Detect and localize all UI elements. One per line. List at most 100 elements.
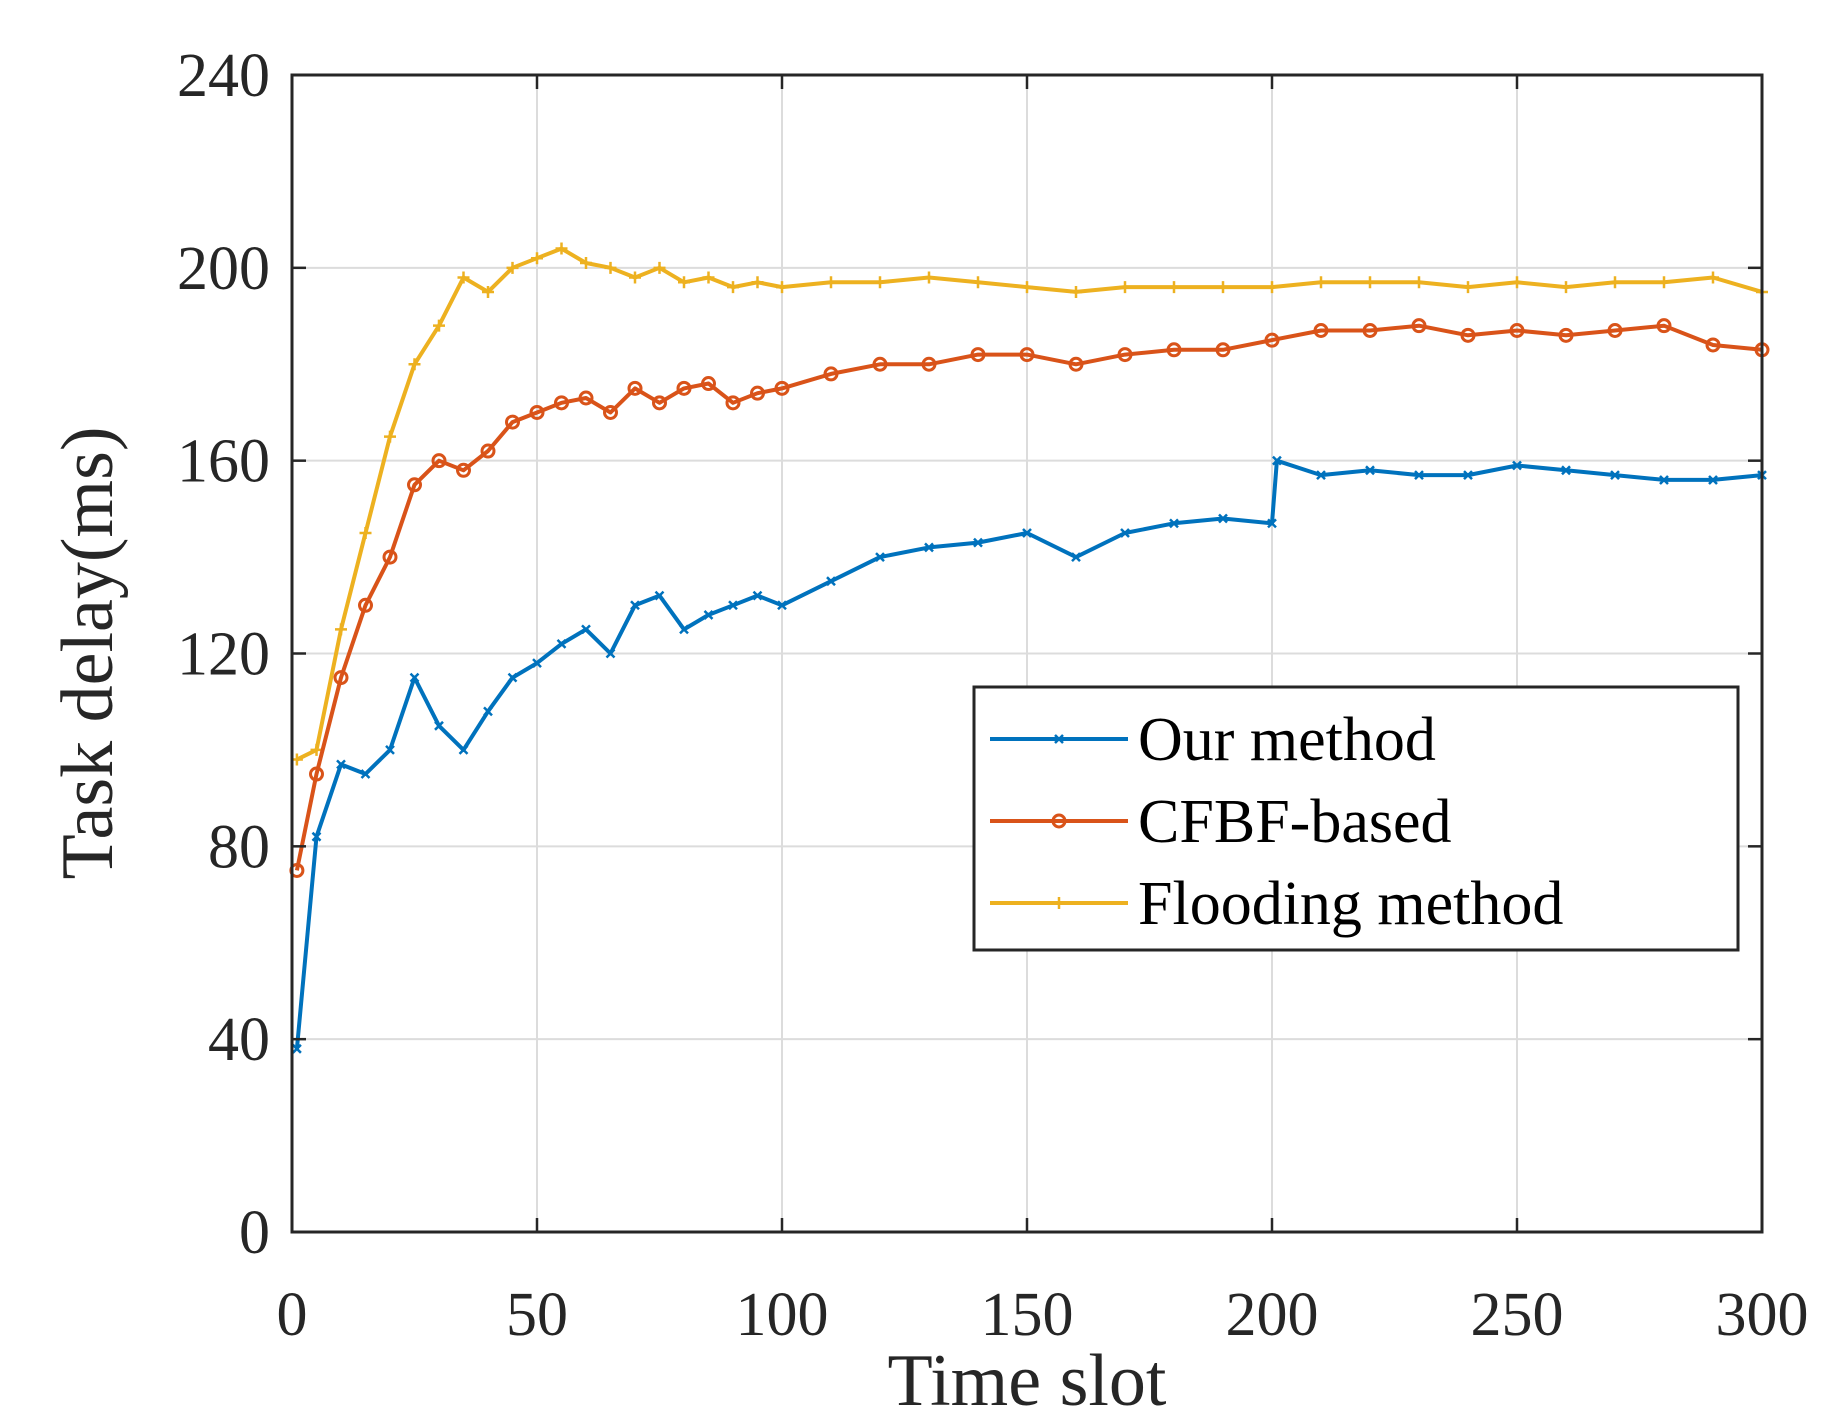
data-point [407, 477, 422, 493]
legend-marker [1051, 813, 1067, 829]
data-point [776, 281, 788, 294]
y-tick-label: 160 [177, 428, 270, 496]
data-point [1462, 281, 1474, 294]
x-tick-label: 250 [1471, 1281, 1564, 1349]
data-point [385, 745, 395, 755]
data-point [408, 358, 421, 371]
data-point [1168, 281, 1180, 294]
data-point [310, 743, 323, 756]
x-tick-label: 300 [1716, 1281, 1809, 1349]
data-point [531, 252, 543, 265]
legend: Our method CFBF-based Flooding method [972, 685, 1740, 952]
data-point [921, 356, 937, 372]
data-point [823, 366, 839, 382]
legend-entry: Flooding method [990, 870, 1563, 938]
data-point [1656, 318, 1672, 334]
data-point [507, 672, 518, 683]
y-tick-label: 240 [177, 42, 270, 110]
data-point [972, 276, 984, 289]
data-point [923, 271, 935, 284]
data-point [1021, 281, 1033, 294]
legend-label: Our method [1138, 706, 1436, 774]
data-point [360, 769, 371, 779]
data-point [825, 276, 837, 289]
data-point [678, 276, 690, 289]
data-point [1365, 465, 1375, 476]
data-point [702, 271, 715, 284]
data-point [1607, 323, 1623, 339]
data-point [1512, 460, 1522, 471]
data-point [1071, 552, 1081, 562]
data-point [727, 281, 739, 294]
data-point [1610, 470, 1620, 481]
y-tick-label: 80 [208, 813, 270, 881]
data-point [924, 542, 934, 553]
data-point [505, 414, 520, 430]
legend-marker [1054, 734, 1064, 744]
data-point [874, 276, 886, 289]
data-point [311, 831, 322, 842]
y-tick-label: 120 [177, 621, 270, 689]
data-point [1414, 470, 1424, 481]
data-point [1413, 276, 1425, 289]
data-point [604, 261, 617, 274]
data-point [1705, 337, 1721, 353]
data-point [630, 600, 640, 611]
data-point [1166, 342, 1182, 358]
data-point [1218, 513, 1228, 524]
data-point [482, 285, 494, 298]
data-point [458, 745, 469, 755]
data-point [336, 759, 346, 770]
data-point [970, 347, 986, 363]
axis-ticks: 0 50 100 150 200 250 300 0 40 80 120 160 200 240 [177, 42, 1809, 1349]
data-point [1267, 518, 1277, 529]
data-point [554, 395, 569, 411]
data-point [1272, 455, 1282, 466]
series-our-method [292, 455, 1767, 1054]
data-point [1708, 475, 1718, 485]
data-point [333, 670, 349, 686]
data-point [679, 624, 689, 635]
data-point [309, 766, 324, 782]
data-point [506, 261, 519, 274]
data-point [1460, 327, 1476, 343]
data-point [654, 590, 665, 601]
data-point [1658, 276, 1670, 289]
data-point [603, 404, 618, 420]
series-lines [289, 242, 1770, 1054]
legend-entry: Our method [990, 706, 1436, 774]
data-point [751, 276, 764, 289]
data-point [384, 430, 396, 443]
data-point [703, 610, 714, 620]
series-line [294, 323, 1763, 871]
data-point [1707, 271, 1719, 284]
data-point [556, 638, 567, 649]
legend-entry: CFBF-based [990, 788, 1451, 856]
x-tick-label: 150 [981, 1281, 1074, 1349]
data-point [1070, 285, 1082, 298]
y-tick-label: 40 [208, 1006, 270, 1074]
data-point [701, 376, 716, 392]
legend-label: CFBF-based [1138, 788, 1451, 856]
data-point [480, 443, 496, 459]
data-point [1266, 281, 1278, 294]
data-point [1463, 470, 1473, 481]
data-point [725, 395, 741, 411]
x-tick-label: 0 [277, 1281, 308, 1349]
data-point [292, 1043, 302, 1054]
series-flooding-method [290, 242, 1768, 766]
x-tick-label: 50 [506, 1281, 568, 1349]
data-point [676, 380, 692, 396]
data-point [973, 537, 983, 548]
legend-box [972, 685, 1740, 952]
data-point [409, 672, 420, 683]
data-point [1609, 276, 1621, 289]
data-point [529, 404, 545, 420]
data-point [1313, 323, 1329, 339]
data-point [335, 623, 347, 636]
data-point [1119, 281, 1131, 294]
legend-label: Flooding method [1138, 870, 1563, 938]
series-cfbf-based [289, 318, 1770, 878]
data-point [605, 648, 616, 659]
